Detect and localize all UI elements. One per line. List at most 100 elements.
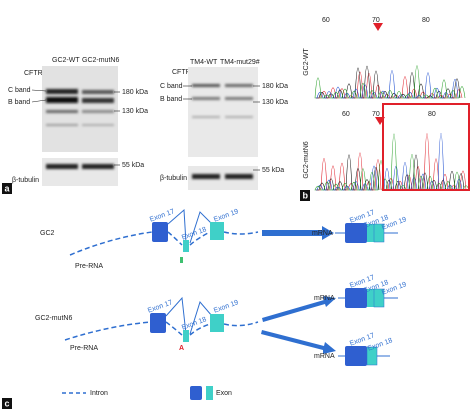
shape bbox=[192, 174, 220, 179]
shape bbox=[225, 174, 253, 179]
shape bbox=[206, 386, 213, 400]
trace bbox=[383, 133, 463, 191]
loading-label: β-tubulin bbox=[160, 175, 187, 182]
panel-label-box bbox=[2, 398, 12, 409]
shape bbox=[192, 97, 220, 100]
trace bbox=[314, 65, 466, 99]
protein-label: CFTR bbox=[24, 70, 43, 77]
panel-label: b bbox=[303, 190, 309, 200]
lane-label: GC2-WT bbox=[52, 57, 80, 64]
shape bbox=[373, 223, 385, 243]
pre-rna-label: Pre-RNA bbox=[75, 263, 103, 270]
shape bbox=[82, 164, 114, 169]
legend-label: Intron bbox=[90, 390, 108, 397]
exon-label: Exon 19 bbox=[213, 208, 240, 223]
shape bbox=[262, 296, 336, 322]
group bbox=[192, 174, 253, 179]
shape bbox=[64, 321, 259, 341]
trace bbox=[316, 65, 461, 99]
legend: Intron Exon bbox=[62, 386, 232, 400]
shape bbox=[345, 346, 367, 366]
position-label: 60 bbox=[342, 111, 350, 118]
shape bbox=[31, 99, 47, 103]
shape bbox=[152, 222, 168, 242]
trace bbox=[383, 133, 467, 191]
band-label: C band bbox=[8, 87, 31, 94]
row-label: GC2 bbox=[40, 230, 55, 237]
shape bbox=[192, 84, 220, 87]
shape bbox=[210, 222, 224, 240]
splicing-mut: GC2-mutN6 A Pre-RNA Exon 17 Exon 18 Exon… bbox=[35, 274, 408, 366]
bands bbox=[46, 89, 114, 126]
shape bbox=[262, 226, 334, 240]
shape bbox=[192, 116, 220, 118]
loading-membrane bbox=[42, 158, 118, 186]
mutation-marker bbox=[373, 23, 383, 31]
band-label: B band bbox=[160, 96, 182, 103]
shape bbox=[366, 346, 378, 366]
shape bbox=[189, 211, 213, 244]
shape bbox=[82, 124, 114, 126]
shape bbox=[373, 288, 385, 308]
band-label: B band bbox=[8, 99, 30, 106]
blot-membrane bbox=[42, 66, 118, 152]
shape bbox=[225, 84, 253, 87]
shape bbox=[190, 386, 202, 400]
shape bbox=[261, 330, 336, 354]
shape bbox=[46, 164, 78, 169]
shape bbox=[150, 313, 166, 333]
shape bbox=[31, 89, 47, 92]
loading-label: β-tubulin bbox=[12, 177, 39, 184]
trace-label: GC2-WT bbox=[303, 47, 310, 75]
shape bbox=[82, 98, 114, 103]
blot-membrane bbox=[188, 67, 258, 157]
shape bbox=[210, 314, 224, 332]
shape bbox=[69, 231, 259, 256]
protein-label: CFTR bbox=[172, 69, 191, 76]
marker-label: 55 kDa bbox=[262, 167, 284, 174]
lane-label: TM4-mut29# bbox=[220, 59, 260, 66]
pre-rna-label: Pre-RNA bbox=[70, 345, 98, 352]
legend-label: Exon bbox=[216, 390, 232, 397]
marker-label: 180 kDa bbox=[122, 89, 148, 96]
shape bbox=[165, 296, 187, 335]
shape bbox=[82, 90, 114, 94]
splicing-wt: GC2 Pre-RNA Exon 17 Exon 18 Exon 19 mRNA… bbox=[40, 208, 408, 270]
mrna-label: mRNA bbox=[314, 353, 335, 360]
band-label: C band bbox=[160, 83, 183, 90]
blot-1: GC2-WT GC2-mutN6 CFTR C band B band 180 … bbox=[8, 57, 148, 186]
panel-label-box bbox=[300, 190, 310, 201]
shape bbox=[46, 110, 78, 113]
trace bbox=[316, 154, 380, 191]
shape bbox=[183, 240, 189, 252]
trace bbox=[316, 70, 459, 99]
shape bbox=[345, 223, 367, 243]
exon-label: Exon 18 bbox=[181, 316, 208, 331]
lane-label: GC2-mutN6 bbox=[82, 57, 119, 64]
exon-label: Exon 19 bbox=[213, 299, 240, 314]
marker-label: 55 kDa bbox=[122, 162, 144, 169]
shape bbox=[189, 300, 213, 335]
marker-label: 130 kDa bbox=[122, 108, 148, 115]
shape bbox=[46, 97, 78, 103]
shape bbox=[167, 208, 187, 244]
position-label: 80 bbox=[422, 17, 430, 24]
marker-label: 130 kDa bbox=[262, 99, 288, 106]
chromatograms: 60 70 80 GC2-WT 60 70 80 GC2-mutN6 bbox=[303, 17, 470, 191]
group bbox=[46, 164, 114, 169]
trace bbox=[314, 160, 385, 191]
panel-label: c bbox=[5, 398, 10, 408]
position-label: 70 bbox=[372, 17, 380, 24]
shape bbox=[82, 110, 114, 113]
shape bbox=[46, 124, 78, 126]
trace bbox=[381, 133, 470, 191]
shape bbox=[46, 89, 78, 94]
row-label: GC2-mutN6 bbox=[35, 315, 72, 322]
lane-label: TM4-WT bbox=[190, 59, 218, 66]
position-label: 70 bbox=[372, 111, 380, 118]
panel-label: a bbox=[5, 183, 11, 193]
blot-2: TM4-WT TM4-mut29# CFTR C band B band 180… bbox=[160, 59, 288, 190]
group bbox=[192, 84, 253, 118]
